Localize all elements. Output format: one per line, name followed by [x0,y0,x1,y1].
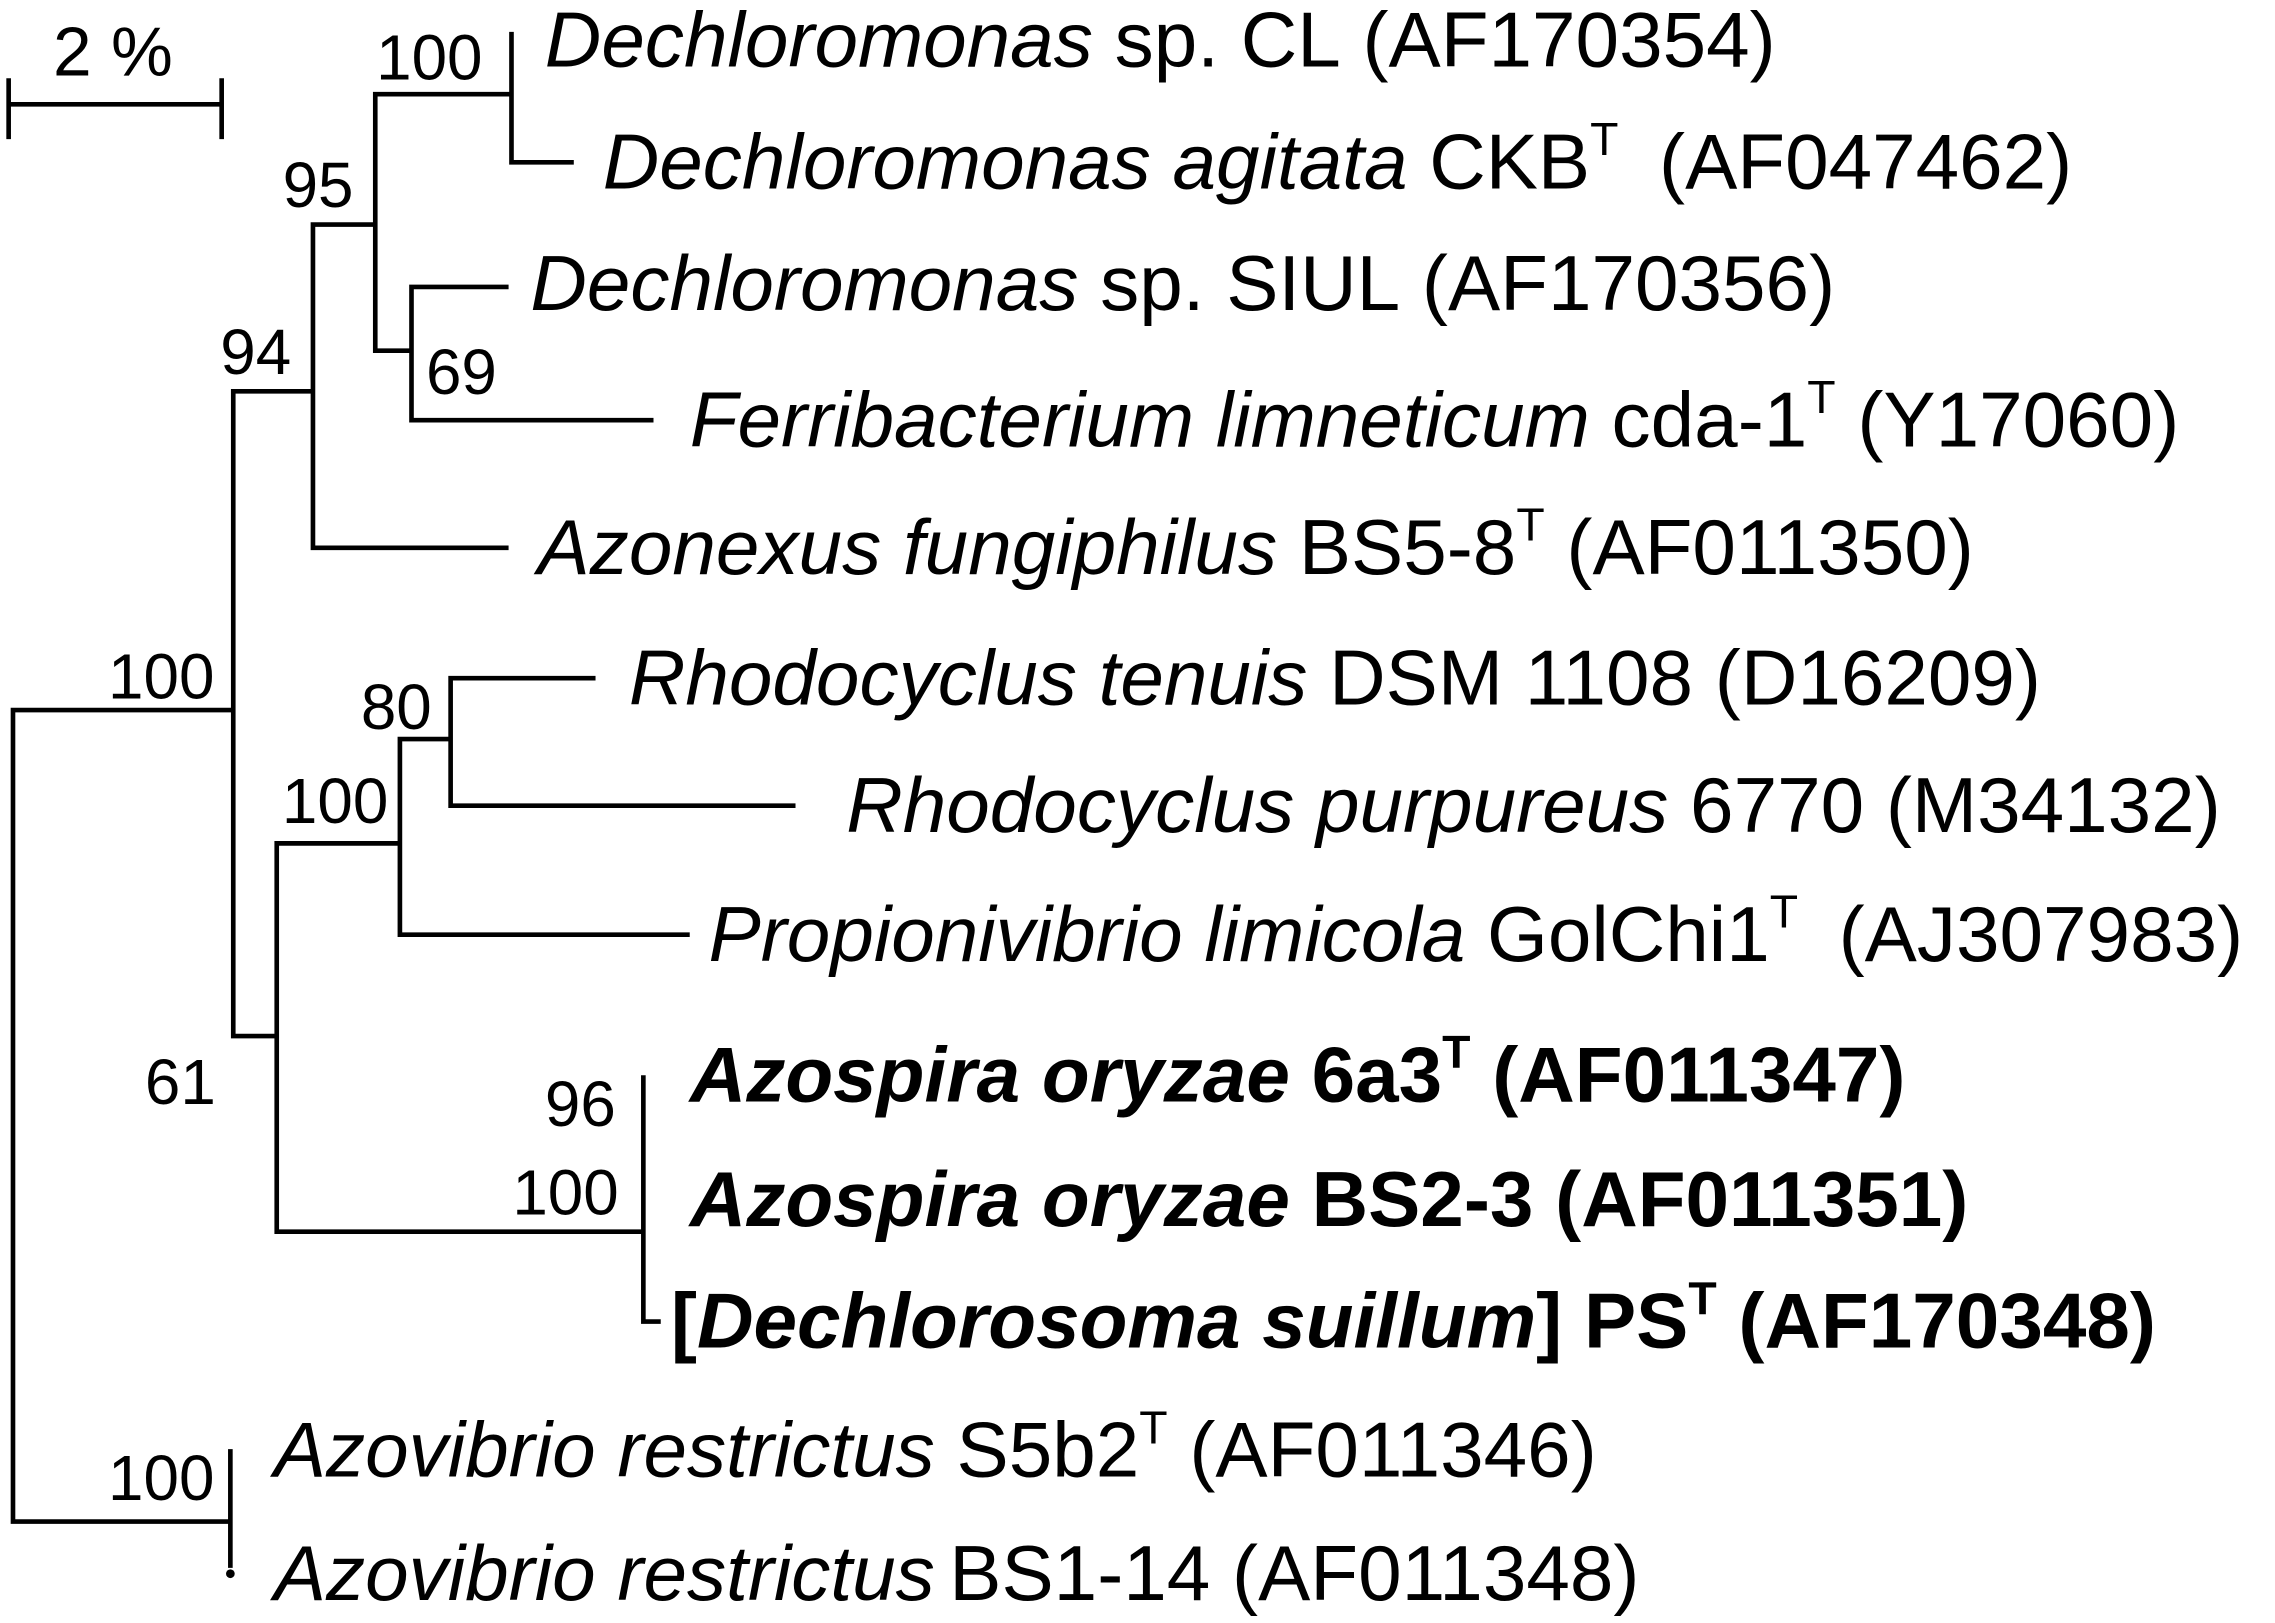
node-dechloromonas-cl-agitata-branch [509,31,574,165]
leaf-bracket-open: [ [671,1277,697,1365]
leaf-accession: (AF011350) [1566,503,1973,591]
leaf-taxon-name: Azonexus fungiphilus [534,503,1278,591]
node-rhodocyclus-azospira-branch [274,841,644,1235]
bootstrap-value: 100 [282,765,388,837]
leaf-accession: (AF011347) [1492,1030,1905,1118]
node-rhodocyclus-branch [448,675,796,809]
bootstrap-value: 100 [512,1156,618,1228]
leaf-label: [Dechlorosoma suillum] PST (AF170348) [671,1272,2156,1364]
leaf-accession: (AF011351) [1555,1155,1968,1243]
leaf-accession: (AF047462) [1659,117,2072,205]
node-dechloromonas-azonexus-branch [310,222,509,551]
bootstrap-values: 100 95 94 69 100 80 100 61 96 100 100 [108,22,619,1514]
leaf-taxon-name: Rhodocyclus tenuis [629,633,1308,721]
leaf-strain: GolChi1 [1487,890,1770,978]
type-strain-mark: T [1688,1272,1716,1324]
node-main-clade-branch [230,388,313,1039]
node-dechloromonas-ferribacterium-branch [372,91,512,354]
node-azospira-dechlorosoma-branch [641,1075,661,1324]
leaf-accession: (AF170356) [1422,239,1835,327]
node-rhodocyclus-propionivibrio-branch [397,736,690,937]
type-strain-mark: T [1770,885,1798,937]
leaf-taxon-name: Azovibrio restrictus [270,1406,935,1494]
root-branch [10,707,234,1524]
bootstrap-value: 95 [283,149,354,221]
leaf-taxon-name: Azospira oryzae [688,1030,1290,1118]
leaf-accession: (AF170354) [1362,0,1775,84]
leaf-label: Azospira oryzae 6a3T (AF011347) [688,1026,1906,1118]
leaf-strain: 6770 [1690,761,1864,849]
leaf-accession: (AF011348) [1232,1529,1639,1617]
leaf-label: Ferribacterium limneticum cda-1T (Y17060) [690,371,2180,463]
leaf-label: Azospira oryzae BS2-3 (AF011351) [688,1155,1969,1243]
type-strain-mark: T [1807,371,1835,423]
leaf-label: Azovibrio restrictus BS1-14 (AF011348) [270,1529,1640,1617]
leaf-strain: BS2-3 [1312,1155,1534,1243]
leaf-label: Azonexus fungiphilus BS5-8T (AF011350) [534,499,1974,591]
bootstrap-value: 69 [426,336,497,408]
azovibrio-tip-dot [226,1569,235,1579]
leaf-label: Azovibrio restrictus S5b2T (AF011346) [270,1401,1597,1493]
leaf-strain: PS [1584,1277,1688,1365]
leaf-taxon-name: Dechloromonas [530,239,1078,327]
leaf-strain: cda-1 [1612,375,1808,463]
leaf-accession: (M34132) [1886,761,2221,849]
leaf-strain: CKB [1429,117,1590,205]
bootstrap-value: 100 [108,1442,214,1514]
bootstrap-value: 94 [220,316,291,388]
leaf-label: Rhodocyclus purpureus 6770 (M34132) [846,761,2221,849]
leaf-strain: BS1-14 [949,1529,1210,1617]
leaf-label: Propionivibrio limicola GolChi1T (AJ307983… [709,885,2244,977]
node-siul-ferribacterium-branch [409,284,654,423]
leaf-labels: Dechloromonas sp. CL (AF170354) Dechloromo… [270,0,2243,1617]
leaf-label: Dechloromonas sp. CL (AF170354) [545,0,1776,84]
scale-bar-label: 2 % [53,12,173,90]
bootstrap-value: 80 [361,671,432,743]
type-strain-mark: T [1139,1401,1167,1453]
bootstrap-value: 100 [108,640,214,712]
leaf-strain: DSM 1108 [1329,633,1693,721]
bootstrap-value: 96 [545,1068,616,1140]
leaf-taxon-name: Ferribacterium limneticum [690,375,1590,463]
leaf-taxon-name: Dechlorosoma suillum [697,1277,1536,1365]
leaf-taxon-name: Dechloromonas [545,0,1093,84]
leaf-label: Dechloromonas sp. SIUL (AF170356) [530,239,1835,327]
tree-branches [10,31,796,1579]
leaf-strain: sp. SIUL [1100,239,1400,327]
bootstrap-value: 61 [145,1046,216,1118]
leaf-accession: (Y17060) [1857,375,2179,463]
leaf-accession: (AF170348) [1738,1277,2156,1365]
leaf-strain: S5b2 [957,1406,1140,1494]
leaf-accession: (D16209) [1715,633,2041,721]
leaf-accession: (AF011346) [1189,1406,1596,1494]
leaf-bracket-close: ] [1536,1277,1562,1365]
type-strain-mark: T [1590,113,1618,165]
scale-bar: 2 % [6,12,224,140]
leaf-strain: BS5-8 [1299,503,1516,591]
bootstrap-value: 100 [376,22,482,94]
leaf-taxon-name: Azospira oryzae [688,1155,1290,1243]
leaf-taxon-name: Rhodocyclus purpureus [846,761,1668,849]
leaf-strain: sp. CL [1115,0,1341,84]
leaf-taxon-name: Dechloromonas agitata [603,117,1408,205]
leaf-label: Rhodocyclus tenuis DSM 1108 (D16209) [629,633,2041,721]
leaf-strain: 6a3 [1312,1030,1443,1118]
type-strain-mark: T [1516,499,1544,551]
leaf-accession: (AJ307983) [1839,890,2244,978]
scale-bar-line [6,78,224,140]
leaf-taxon-name: Azovibrio restrictus [270,1529,935,1617]
type-strain-mark: T [1442,1026,1470,1078]
leaf-label: Dechloromonas agitata CKBT (AF047462) [603,113,2072,205]
leaf-taxon-name: Propionivibrio limicola [709,890,1466,978]
